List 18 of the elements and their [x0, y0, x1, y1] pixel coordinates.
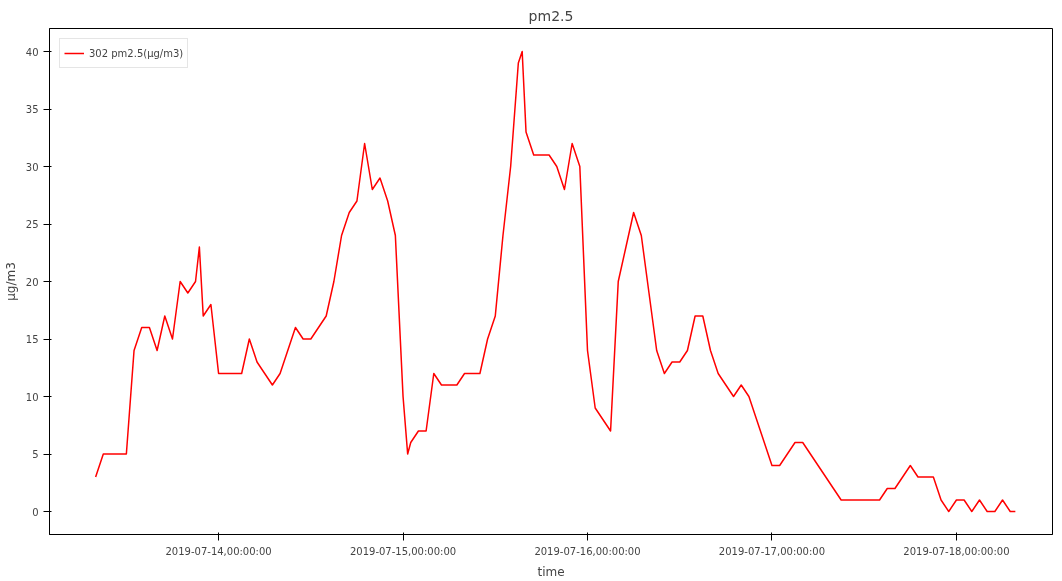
y-tick-label: 15: [25, 334, 39, 345]
legend-label: 302 pm2.5(μg/m3): [89, 47, 184, 59]
x-axis-title: time: [537, 564, 565, 579]
y-tick-label: 0: [32, 506, 39, 518]
y-tick-label: 25: [25, 219, 39, 230]
y-tick-label: 20: [25, 276, 39, 288]
y-axis-title: μg/m3: [3, 262, 18, 301]
y-tick-label: 35: [25, 104, 39, 115]
x-tick-label: 2019-07-16,00:00:00: [534, 545, 641, 557]
x-tick-label: 2019-07-15,00:00:00: [349, 545, 457, 557]
y-tick-label: 5: [32, 449, 39, 460]
y-tick-label: 40: [25, 46, 39, 58]
y-tick-label: 10: [25, 391, 39, 403]
chart-title: pm2.5: [528, 7, 574, 24]
x-tick-label: 2019-07-17,00:00:00: [718, 545, 826, 557]
x-tick-label: 2019-07-14,00:00:00: [165, 545, 272, 557]
y-tick-label: 30: [25, 161, 39, 173]
x-tick-label: 2019-07-18,00:00:00: [903, 545, 1010, 557]
